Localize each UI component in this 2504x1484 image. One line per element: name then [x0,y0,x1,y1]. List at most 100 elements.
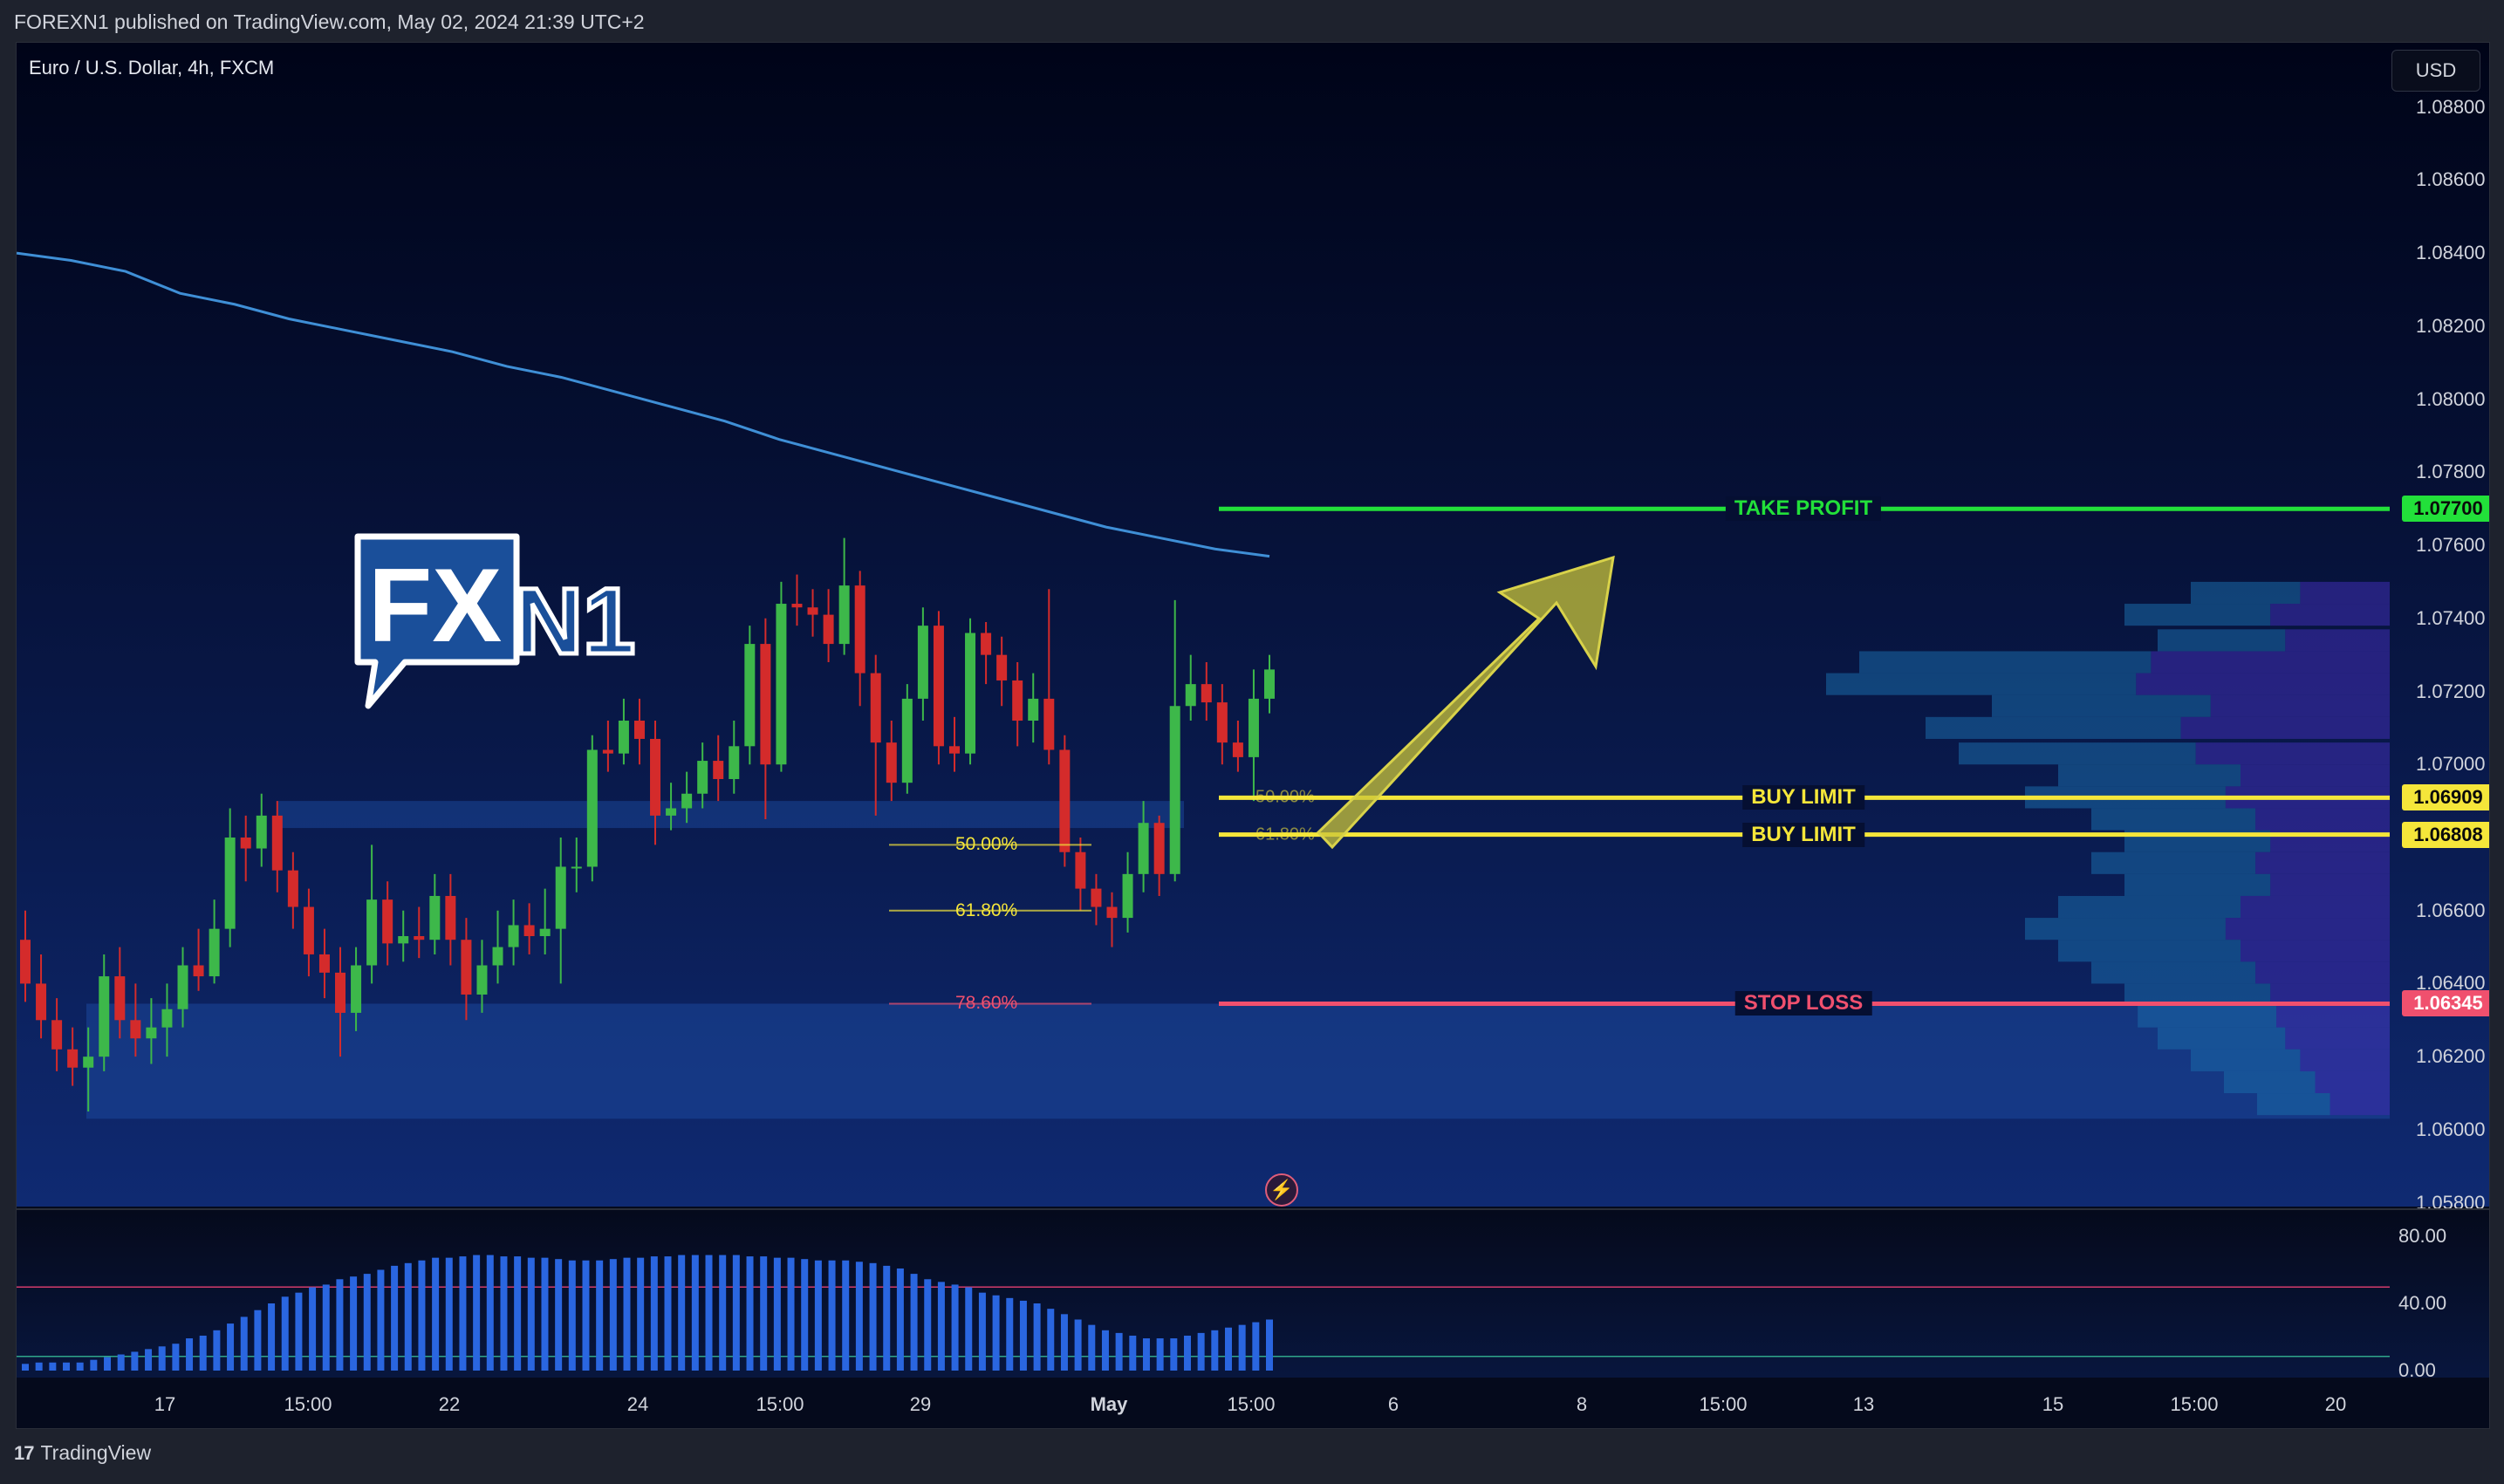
oscillator-svg [17,1255,2390,1371]
candle [791,574,803,626]
tradingview-logo-icon: 17 [14,1441,35,1464]
entry-zone [277,801,1184,829]
candle [287,851,298,929]
footer: 17 TradingView [14,1441,151,1465]
time-tick: 22 [438,1393,461,1415]
osc-bar [855,1262,863,1371]
volume-profile-bar [2091,808,2256,831]
volume-profile-bar [2241,940,2390,962]
lightning-icon[interactable]: ⚡ [1265,1173,1298,1207]
candle [83,1027,94,1111]
osc-bar [486,1255,494,1371]
candle [697,742,708,809]
volume-profile-bar [2058,764,2241,787]
price-tick: 1.07600 [2416,534,2486,557]
candle [20,910,31,1002]
volume-profile-bar [2091,851,2256,874]
volume-profile-bar [2124,873,2271,896]
osc-bar [814,1260,822,1371]
volume-profile-bar [2285,1027,2390,1050]
osc-bar [186,1338,194,1371]
osc-bar [637,1257,645,1371]
chart-frame[interactable]: Euro / U.S. Dollar, 4h, FXCM USD FX N1 1… [16,42,2490,1429]
osc-bar [459,1256,467,1371]
candle [492,910,503,984]
osc-bar [22,1364,29,1371]
candle [1012,662,1023,747]
volume-profile-bar [2300,581,2390,605]
candle [650,721,661,845]
candle [335,947,346,1057]
candle [256,793,267,867]
candle [193,928,204,991]
time-tick: 15:00 [1227,1393,1276,1415]
volume-profile-bar [2025,918,2226,940]
price-axis[interactable]: 1.07700 1.06909 1.06808 1.06345 1.08800 1.086… [2390,43,2489,1214]
osc-bar [527,1257,535,1371]
candle [508,899,519,966]
candle [965,618,976,765]
take-profit-price-badge: 1.07700 [2402,496,2489,523]
volume-profile-bar [2191,1049,2301,1071]
osc-bar [1019,1300,1027,1371]
volume-profile-bar [2255,851,2390,874]
candle [429,873,441,954]
candle [209,899,220,984]
volume-profile-bar [2158,1027,2286,1050]
osc-bar [49,1362,57,1371]
price-tick: 1.08000 [2416,387,2486,410]
candle [1185,654,1196,721]
osc-bar [732,1255,740,1371]
time-tick: May [1090,1393,1128,1415]
candle [886,721,897,802]
osc-bar [63,1362,71,1371]
osc-bar [158,1346,166,1371]
osc-bar [1266,1319,1273,1371]
candle [476,940,488,1013]
candle [807,589,818,637]
main-price-pane[interactable]: Euro / U.S. Dollar, 4h, FXCM USD FX N1 1… [17,43,2489,1214]
volume-profile-bar [2124,604,2271,626]
osc-bar [773,1257,781,1371]
candle [1201,662,1212,721]
candle [586,735,598,882]
price-tick: 1.08200 [2416,314,2486,337]
osc-bar [924,1279,932,1371]
osc-bar [213,1330,221,1371]
volume-profile-bar [1992,694,2211,717]
osc-bar [828,1260,836,1371]
stop-zone [86,1003,2390,1119]
osc-bar [1142,1338,1150,1371]
osc-bar [350,1276,358,1371]
osc-bar [678,1255,686,1371]
osc-bar [869,1262,877,1371]
osc-bar [104,1357,112,1371]
price-tick: 1.08400 [2416,242,2486,264]
candle [318,928,330,999]
osc-bar [1156,1338,1164,1371]
volume-profile-bar [2180,716,2390,739]
candle [539,888,551,954]
osc-bar [1252,1322,1260,1371]
candle [1232,721,1243,772]
candle [445,873,456,966]
time-tick: 29 [909,1393,932,1415]
price-tick: 1.07400 [2416,606,2486,629]
volume-profile-bar [2210,694,2390,717]
time-tick: 17 [154,1393,176,1415]
osc-bar [473,1255,481,1371]
buy-limit-2-price-badge: 1.06808 [2402,821,2489,848]
time-tick: 15:00 [1699,1393,1748,1415]
osc-bar [145,1349,153,1371]
oscillator-pane[interactable]: 80.00 40.00 0.00 [17,1208,2489,1381]
currency-button[interactable]: USD [2391,50,2480,92]
price-tick: 1.08600 [2416,168,2486,191]
osc-bar [1238,1324,1246,1371]
price-tick: 1.07800 [2416,461,2486,483]
volume-profile-bar [2241,895,2390,919]
main-chart-svg[interactable] [17,43,2489,1207]
volume-profile-bar [2276,1005,2390,1028]
time-axis[interactable]: 17 15:00 22 24 15:00 29 May 15:00 6 8 15:00 13 15 15:… [17,1378,2489,1428]
osc-bar [719,1255,727,1371]
volume-profile-bar [2225,918,2390,940]
